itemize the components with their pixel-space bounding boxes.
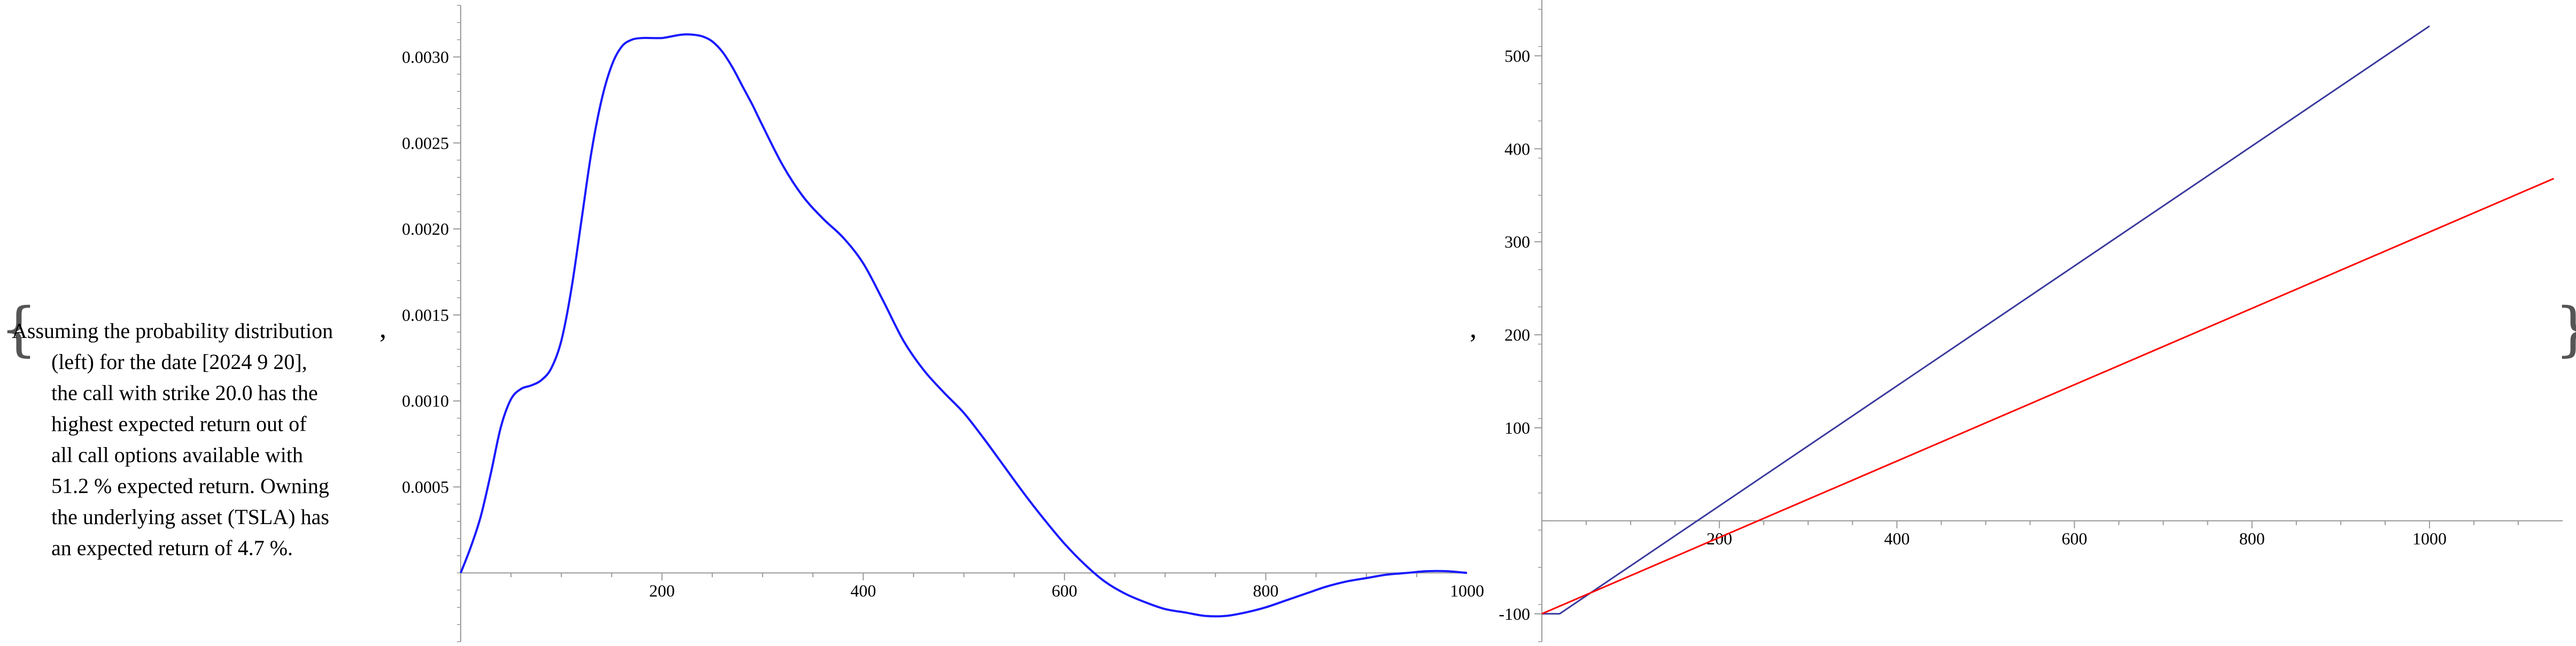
y-tick-label: 0.0015 [402, 305, 449, 325]
y-tick-label: 0.0010 [402, 391, 449, 411]
returns-series-line-0 [1542, 25, 2430, 615]
x-tick-label: 800 [2239, 529, 2265, 548]
x-tick-label: 1000 [1450, 581, 1484, 600]
close-brace: } [2555, 299, 2576, 358]
description-line: 51.2 % expected return. Owning [51, 474, 329, 498]
y-tick-label: 0.0020 [402, 219, 449, 239]
y-tick-label: 200 [1504, 325, 1530, 344]
return-profile-chart: 200 400 600 800 1000 -100 100 200 300 400 500 [1499, 0, 2563, 642]
description-line: the underlying asset (TSLA) has [51, 505, 329, 529]
x-tick-label: 800 [1253, 581, 1278, 600]
x-tick-label: 200 [649, 581, 675, 600]
y-tick-label: 0.0025 [402, 133, 449, 152]
description-line: Assuming the probability distribution [12, 319, 333, 343]
description-line: all call options available with [51, 443, 303, 467]
y-tick-label: -100 [1499, 604, 1530, 624]
y-tick-label: 100 [1504, 418, 1530, 437]
density-series-line-0 [460, 33, 1468, 618]
probability-density-chart: 200 400 600 800 1000 0.0005 0.0010 0.0015 0.0020… [402, 5, 1484, 642]
description-line: (left) for the date [2024 9 20], [51, 350, 307, 374]
x-tick-label: 200 [1706, 529, 1732, 548]
description-line: an expected return of 4.7 %. [51, 536, 293, 560]
description-line: the call with strike 20.0 has the [51, 381, 318, 405]
expected-return-description: Assuming the probability distribution (l… [12, 316, 381, 564]
x-tick-label: 600 [1052, 581, 1077, 600]
y-tick-label: 0.0005 [402, 478, 449, 497]
comma-separator: , [379, 313, 386, 344]
comma-separator: , [1470, 313, 1477, 344]
description-line: highest expected return out of [51, 412, 307, 436]
y-tick-label: 400 [1504, 139, 1530, 158]
x-tick-label: 400 [1884, 529, 1910, 548]
y-tick-label: 0.0030 [402, 47, 449, 66]
x-tick-label: 600 [2062, 529, 2088, 548]
y-tick-label: 500 [1504, 46, 1530, 65]
y-tick-label: 300 [1504, 232, 1530, 251]
x-tick-label: 400 [850, 581, 876, 600]
returns-series-line-1 [1541, 178, 2554, 615]
x-tick-label: 1000 [2412, 529, 2447, 548]
open-brace: { [0, 295, 37, 363]
